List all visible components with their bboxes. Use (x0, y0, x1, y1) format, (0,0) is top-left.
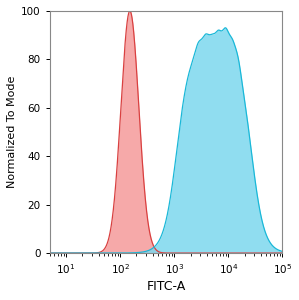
X-axis label: FITC-A: FITC-A (147, 280, 186, 293)
Y-axis label: Normalized To Mode: Normalized To Mode (7, 76, 17, 188)
